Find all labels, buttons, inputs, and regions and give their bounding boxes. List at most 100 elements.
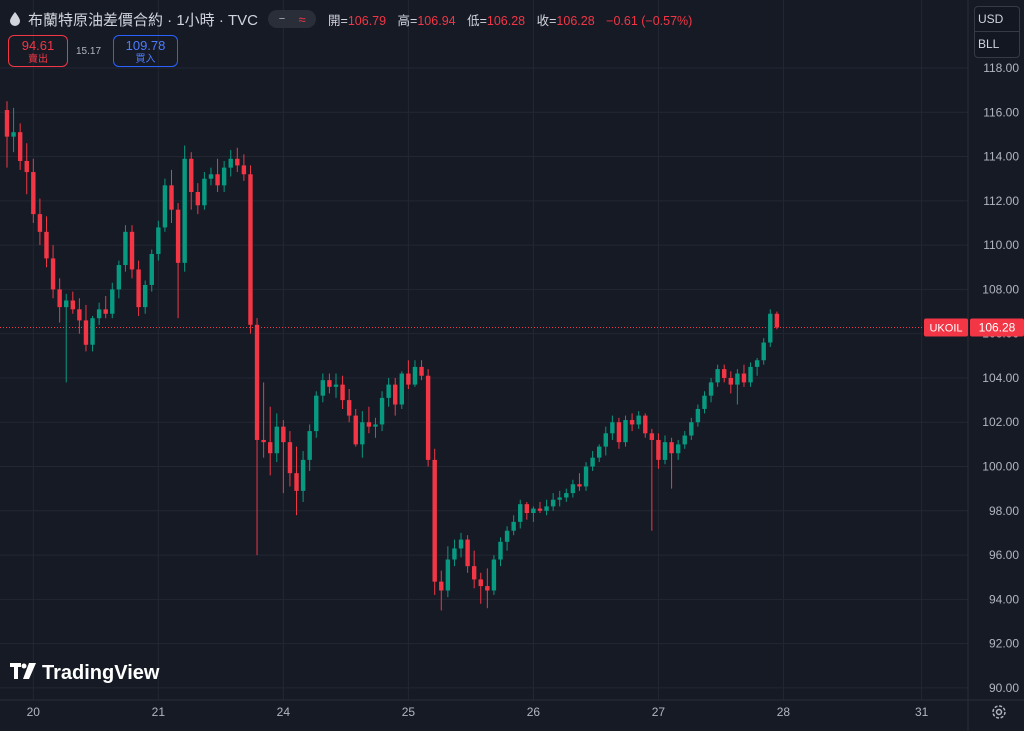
candle-body xyxy=(11,132,16,137)
candle-body xyxy=(116,265,122,290)
gear-icon[interactable] xyxy=(990,703,1008,721)
candle-body xyxy=(228,158,233,168)
x-tick-label: 20 xyxy=(27,705,41,719)
close-label: 收= xyxy=(536,13,557,28)
candle-body xyxy=(327,380,332,387)
wave-icon[interactable]: ≈ xyxy=(298,11,306,27)
price-tag: 106.28 xyxy=(979,320,1016,334)
candle-body xyxy=(768,313,773,343)
candle-body xyxy=(373,424,378,427)
candle-body xyxy=(735,373,740,385)
currency-select[interactable]: USD xyxy=(975,7,1019,32)
candle-body xyxy=(103,309,108,314)
change-value: −0.61 (−0.57%) xyxy=(606,13,693,28)
candle-body xyxy=(761,342,766,361)
candle-body xyxy=(511,521,516,531)
candle-body xyxy=(17,132,23,161)
candle-body xyxy=(491,559,497,591)
candle-body xyxy=(274,426,279,454)
candle-body xyxy=(471,566,477,580)
y-tick-label: 114.00 xyxy=(983,150,1019,164)
y-tick-label: 108.00 xyxy=(982,282,1019,296)
candle-body xyxy=(340,384,345,401)
candle-body xyxy=(182,158,187,263)
candle-body xyxy=(643,415,648,434)
price-tag-bg xyxy=(970,318,1024,337)
candle-body xyxy=(412,366,418,385)
candle-body xyxy=(537,508,543,511)
candle-body xyxy=(590,457,595,467)
candle-body xyxy=(44,231,49,259)
candle-body xyxy=(366,422,372,427)
tradingview-logo-icon xyxy=(10,663,36,684)
candle-body xyxy=(610,422,615,434)
candle-body xyxy=(300,459,306,491)
candle-body xyxy=(386,384,391,398)
x-tick-label: 24 xyxy=(277,705,291,719)
candle-body xyxy=(695,408,701,423)
candle-body xyxy=(221,167,227,186)
buy-button[interactable]: 109.78 買入 xyxy=(113,35,178,67)
x-tick-label: 31 xyxy=(915,705,929,719)
candle-body xyxy=(774,313,780,328)
symbol-title[interactable]: 布蘭特原油差價合約 · 1小時 · TVC xyxy=(28,11,259,29)
candle-body xyxy=(557,497,562,500)
candle-body xyxy=(162,185,168,228)
candle-body xyxy=(287,442,293,474)
candle-body xyxy=(64,300,69,308)
y-tick-label: 116.00 xyxy=(983,105,1019,119)
candle-body xyxy=(531,508,536,514)
candle-body xyxy=(518,504,523,522)
y-tick-label: 104.00 xyxy=(982,371,1019,385)
candle-body xyxy=(314,395,319,432)
unit-select[interactable]: BLL xyxy=(978,37,1000,51)
candle-body xyxy=(728,377,733,385)
candle-body xyxy=(708,382,714,396)
candle-body xyxy=(623,420,628,443)
indicator-toggle[interactable]: − ≈ xyxy=(268,10,317,28)
candle-body xyxy=(616,422,622,443)
candle-body xyxy=(96,309,102,319)
candle-body xyxy=(689,422,694,436)
candle-body xyxy=(156,227,161,254)
candle-body xyxy=(123,231,128,266)
candle-body xyxy=(629,420,635,425)
y-tick-label: 94.00 xyxy=(989,592,1019,606)
buy-price: 109.78 xyxy=(125,38,166,53)
candle-body xyxy=(57,289,62,308)
minus-icon[interactable]: − xyxy=(278,13,286,25)
ohlc-values: 開=106.79 高=106.94 低=106.28 收=106.28 −0.6… xyxy=(328,10,700,29)
sell-price: 94.61 xyxy=(21,38,55,53)
sell-button[interactable]: 94.61 賣出 xyxy=(8,35,68,67)
candle-body xyxy=(261,439,266,443)
y-tick-label: 92.00 xyxy=(989,637,1019,651)
candle-body xyxy=(70,300,75,310)
spread-value: 15.17 xyxy=(76,46,102,57)
unit-selector[interactable]: USD BLL xyxy=(974,6,1020,58)
candle-body xyxy=(31,172,36,215)
candle-body xyxy=(399,373,404,405)
candle-body xyxy=(722,369,727,378)
candle-body xyxy=(452,548,457,560)
candle-body xyxy=(465,539,470,567)
candle-body xyxy=(544,506,549,511)
candle-body xyxy=(682,435,687,445)
low-value: 106.28 xyxy=(486,13,526,28)
candle-body xyxy=(202,178,207,206)
low-label: 低= xyxy=(467,13,487,28)
candle-body xyxy=(110,289,115,314)
candle-body xyxy=(550,499,556,507)
symbol-tag: UKOIL xyxy=(929,322,962,334)
candle-body xyxy=(669,442,674,454)
candle-body xyxy=(603,433,608,447)
candle-body xyxy=(77,309,82,321)
high-label: 高= xyxy=(397,13,418,28)
candle-body xyxy=(379,397,385,425)
y-tick-label: 112.00 xyxy=(983,194,1019,208)
candle-body xyxy=(149,253,154,285)
tradingview-logo[interactable]: TradingView xyxy=(10,662,159,685)
symbol-tag-bg xyxy=(924,318,968,337)
candle-body xyxy=(498,541,503,560)
candle-body xyxy=(189,158,194,192)
